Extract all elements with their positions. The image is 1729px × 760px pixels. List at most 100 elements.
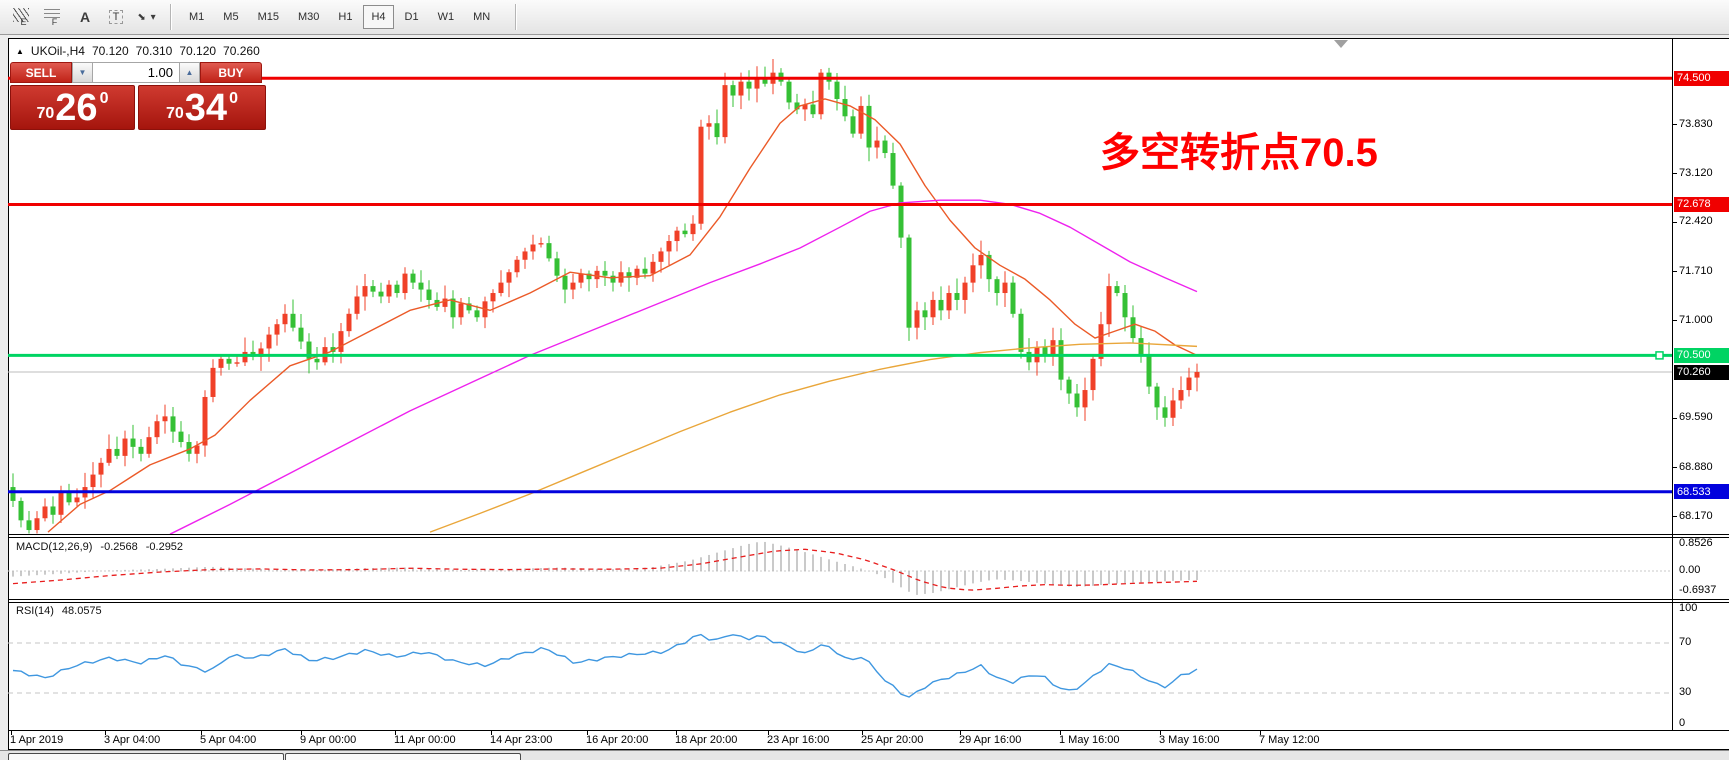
candle	[122, 438, 128, 456]
candle	[1170, 400, 1176, 418]
candle	[586, 273, 592, 280]
sell-button[interactable]: SELL	[10, 62, 72, 83]
chart-tab[interactable]	[8, 753, 284, 760]
candle	[850, 116, 856, 134]
date-tick	[768, 731, 769, 735]
candle	[10, 487, 16, 501]
timeframe-h1[interactable]: H1	[338, 11, 353, 23]
candle	[170, 416, 176, 432]
price-tick	[1672, 124, 1677, 126]
volume-input[interactable]	[93, 62, 179, 83]
candle	[282, 313, 288, 325]
date-tick	[301, 731, 302, 735]
timeframe-mn[interactable]: MN	[473, 11, 491, 23]
timeframe-h4[interactable]: H4	[363, 5, 394, 29]
candle	[626, 272, 632, 278]
buy-button[interactable]: BUY	[200, 62, 262, 83]
candle	[1162, 407, 1168, 418]
collapse-arrow-icon[interactable]: ▲	[16, 46, 24, 56]
text-label-icon[interactable]: T	[103, 5, 129, 29]
candle	[138, 446, 144, 454]
candle	[42, 506, 48, 519]
date-tick	[491, 731, 492, 735]
date-label: 9 Apr 00:00	[300, 734, 357, 746]
timeframe-m30[interactable]: M30	[297, 11, 320, 23]
chart-annotation-text[interactable]: 多空转折点70.5	[1100, 131, 1378, 175]
timeframe-w1[interactable]: W1	[437, 11, 455, 23]
date-tick	[395, 731, 396, 735]
candle	[722, 85, 728, 138]
candle	[898, 185, 904, 238]
candle	[506, 272, 512, 283]
candle	[1002, 282, 1008, 294]
candle	[994, 279, 1000, 294]
bid-ask-tiles: 70 26 0 70 34 0	[10, 85, 266, 130]
date-label: 1 Apr 2019	[10, 734, 64, 746]
chart-shift-marker-icon[interactable]	[1334, 40, 1348, 48]
macd-main-value: -0.2568	[100, 541, 138, 553]
candle	[90, 474, 96, 488]
candle	[274, 324, 280, 335]
candle	[690, 223, 696, 235]
candle	[730, 85, 736, 96]
price-badge-70.260: 70.260	[1674, 364, 1729, 380]
elliott-wave-icon[interactable]: E	[10, 5, 36, 29]
candle	[442, 298, 448, 307]
timeframe-d1[interactable]: D1	[404, 11, 419, 23]
price-axis-line	[1672, 38, 1673, 731]
arrows-icon[interactable]: ⬊ ▾	[134, 5, 160, 29]
ask-price-tile[interactable]: 70 34 0	[138, 85, 266, 130]
candle	[1138, 338, 1144, 356]
candle	[162, 416, 168, 422]
candle	[834, 81, 840, 99]
line-handle[interactable]	[1655, 351, 1664, 360]
candle	[106, 448, 112, 463]
candle	[58, 490, 64, 515]
candle	[1050, 340, 1056, 356]
fibonacci-icon[interactable]: F	[41, 5, 67, 29]
candle	[330, 347, 336, 352]
rsi-panel-chart[interactable]	[8, 602, 1672, 730]
elliott-wave-icon-label: E	[20, 17, 27, 27]
candle	[1178, 390, 1184, 401]
price-tick	[1672, 173, 1677, 175]
timeframe-m15[interactable]: M15	[257, 11, 279, 23]
candle	[866, 105, 872, 148]
candle	[18, 500, 24, 521]
candle	[306, 341, 312, 359]
date-label: 3 Apr 04:00	[104, 734, 161, 746]
price-tick-label: 68.170	[1679, 509, 1713, 522]
text-icon[interactable]: A	[72, 5, 98, 29]
panel-separator[interactable]	[8, 599, 1729, 600]
date-label: 18 Apr 20:00	[675, 734, 738, 746]
candle	[226, 358, 232, 364]
candle	[98, 462, 104, 475]
date-tick	[201, 731, 202, 735]
candle	[786, 81, 792, 103]
candle	[402, 273, 408, 294]
timeframe-m1[interactable]: M1	[189, 11, 205, 23]
chart-tab[interactable]	[285, 753, 521, 760]
candle	[154, 421, 160, 438]
candle	[346, 313, 352, 332]
candle	[962, 282, 968, 300]
panel-separator[interactable]	[8, 534, 1729, 535]
macd-panel-chart[interactable]	[8, 538, 1672, 599]
date-label: 5 Apr 04:00	[200, 734, 257, 746]
candle	[842, 98, 848, 117]
price-chart[interactable]	[8, 38, 1672, 535]
candle	[298, 327, 304, 342]
volume-decrease-button[interactable]: ▼	[72, 62, 93, 83]
ma-fast-line	[47, 98, 1198, 533]
ask-prefix: 70	[166, 105, 184, 122]
candle	[818, 72, 824, 115]
candle	[202, 396, 208, 446]
candle	[338, 331, 344, 352]
candle	[234, 362, 240, 364]
volume-increase-button[interactable]: ▲	[179, 62, 200, 83]
bid-price-tile[interactable]: 70 26 0	[10, 85, 135, 130]
timeframe-m5[interactable]: M5	[223, 11, 239, 23]
candle	[1026, 351, 1032, 363]
candle	[674, 230, 680, 242]
